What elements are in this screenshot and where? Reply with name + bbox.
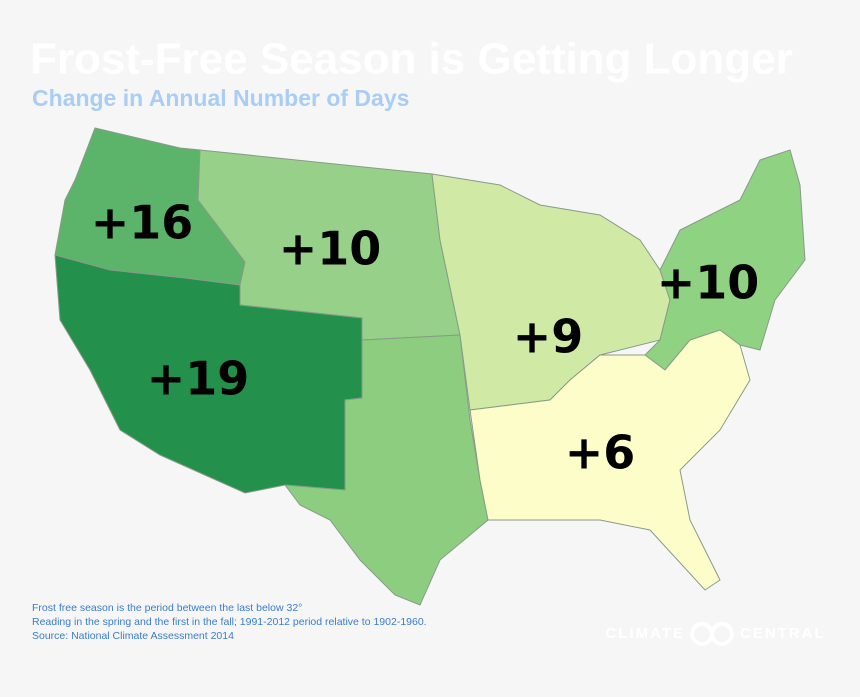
- regions: [54, 127, 806, 606]
- region: [644, 149, 806, 371]
- region: [469, 329, 751, 591]
- region-label: +9: [513, 310, 584, 364]
- note: Frost free season is the period between …: [32, 602, 302, 614]
- subtitle: Change in Annual Number of Days: [32, 85, 409, 111]
- region-label: +10: [657, 256, 760, 310]
- title: Frost-Free Season is Getting Longer: [30, 35, 793, 84]
- region-label: +16: [91, 196, 194, 250]
- region-label: +19: [147, 352, 250, 406]
- region-label: +10: [279, 222, 382, 276]
- note: Reading in the spring and the first in t…: [32, 616, 427, 628]
- logo-text: CLIMATE: [605, 625, 685, 642]
- logo-text: CENTRAL: [740, 625, 826, 642]
- logo-icon: [690, 622, 734, 646]
- note: Source: National Climate Assessment 2014: [32, 630, 234, 642]
- labels: +16+10+19+9+10+6+10: [91, 196, 760, 480]
- region: [283, 334, 489, 606]
- region-label: +6: [565, 426, 636, 480]
